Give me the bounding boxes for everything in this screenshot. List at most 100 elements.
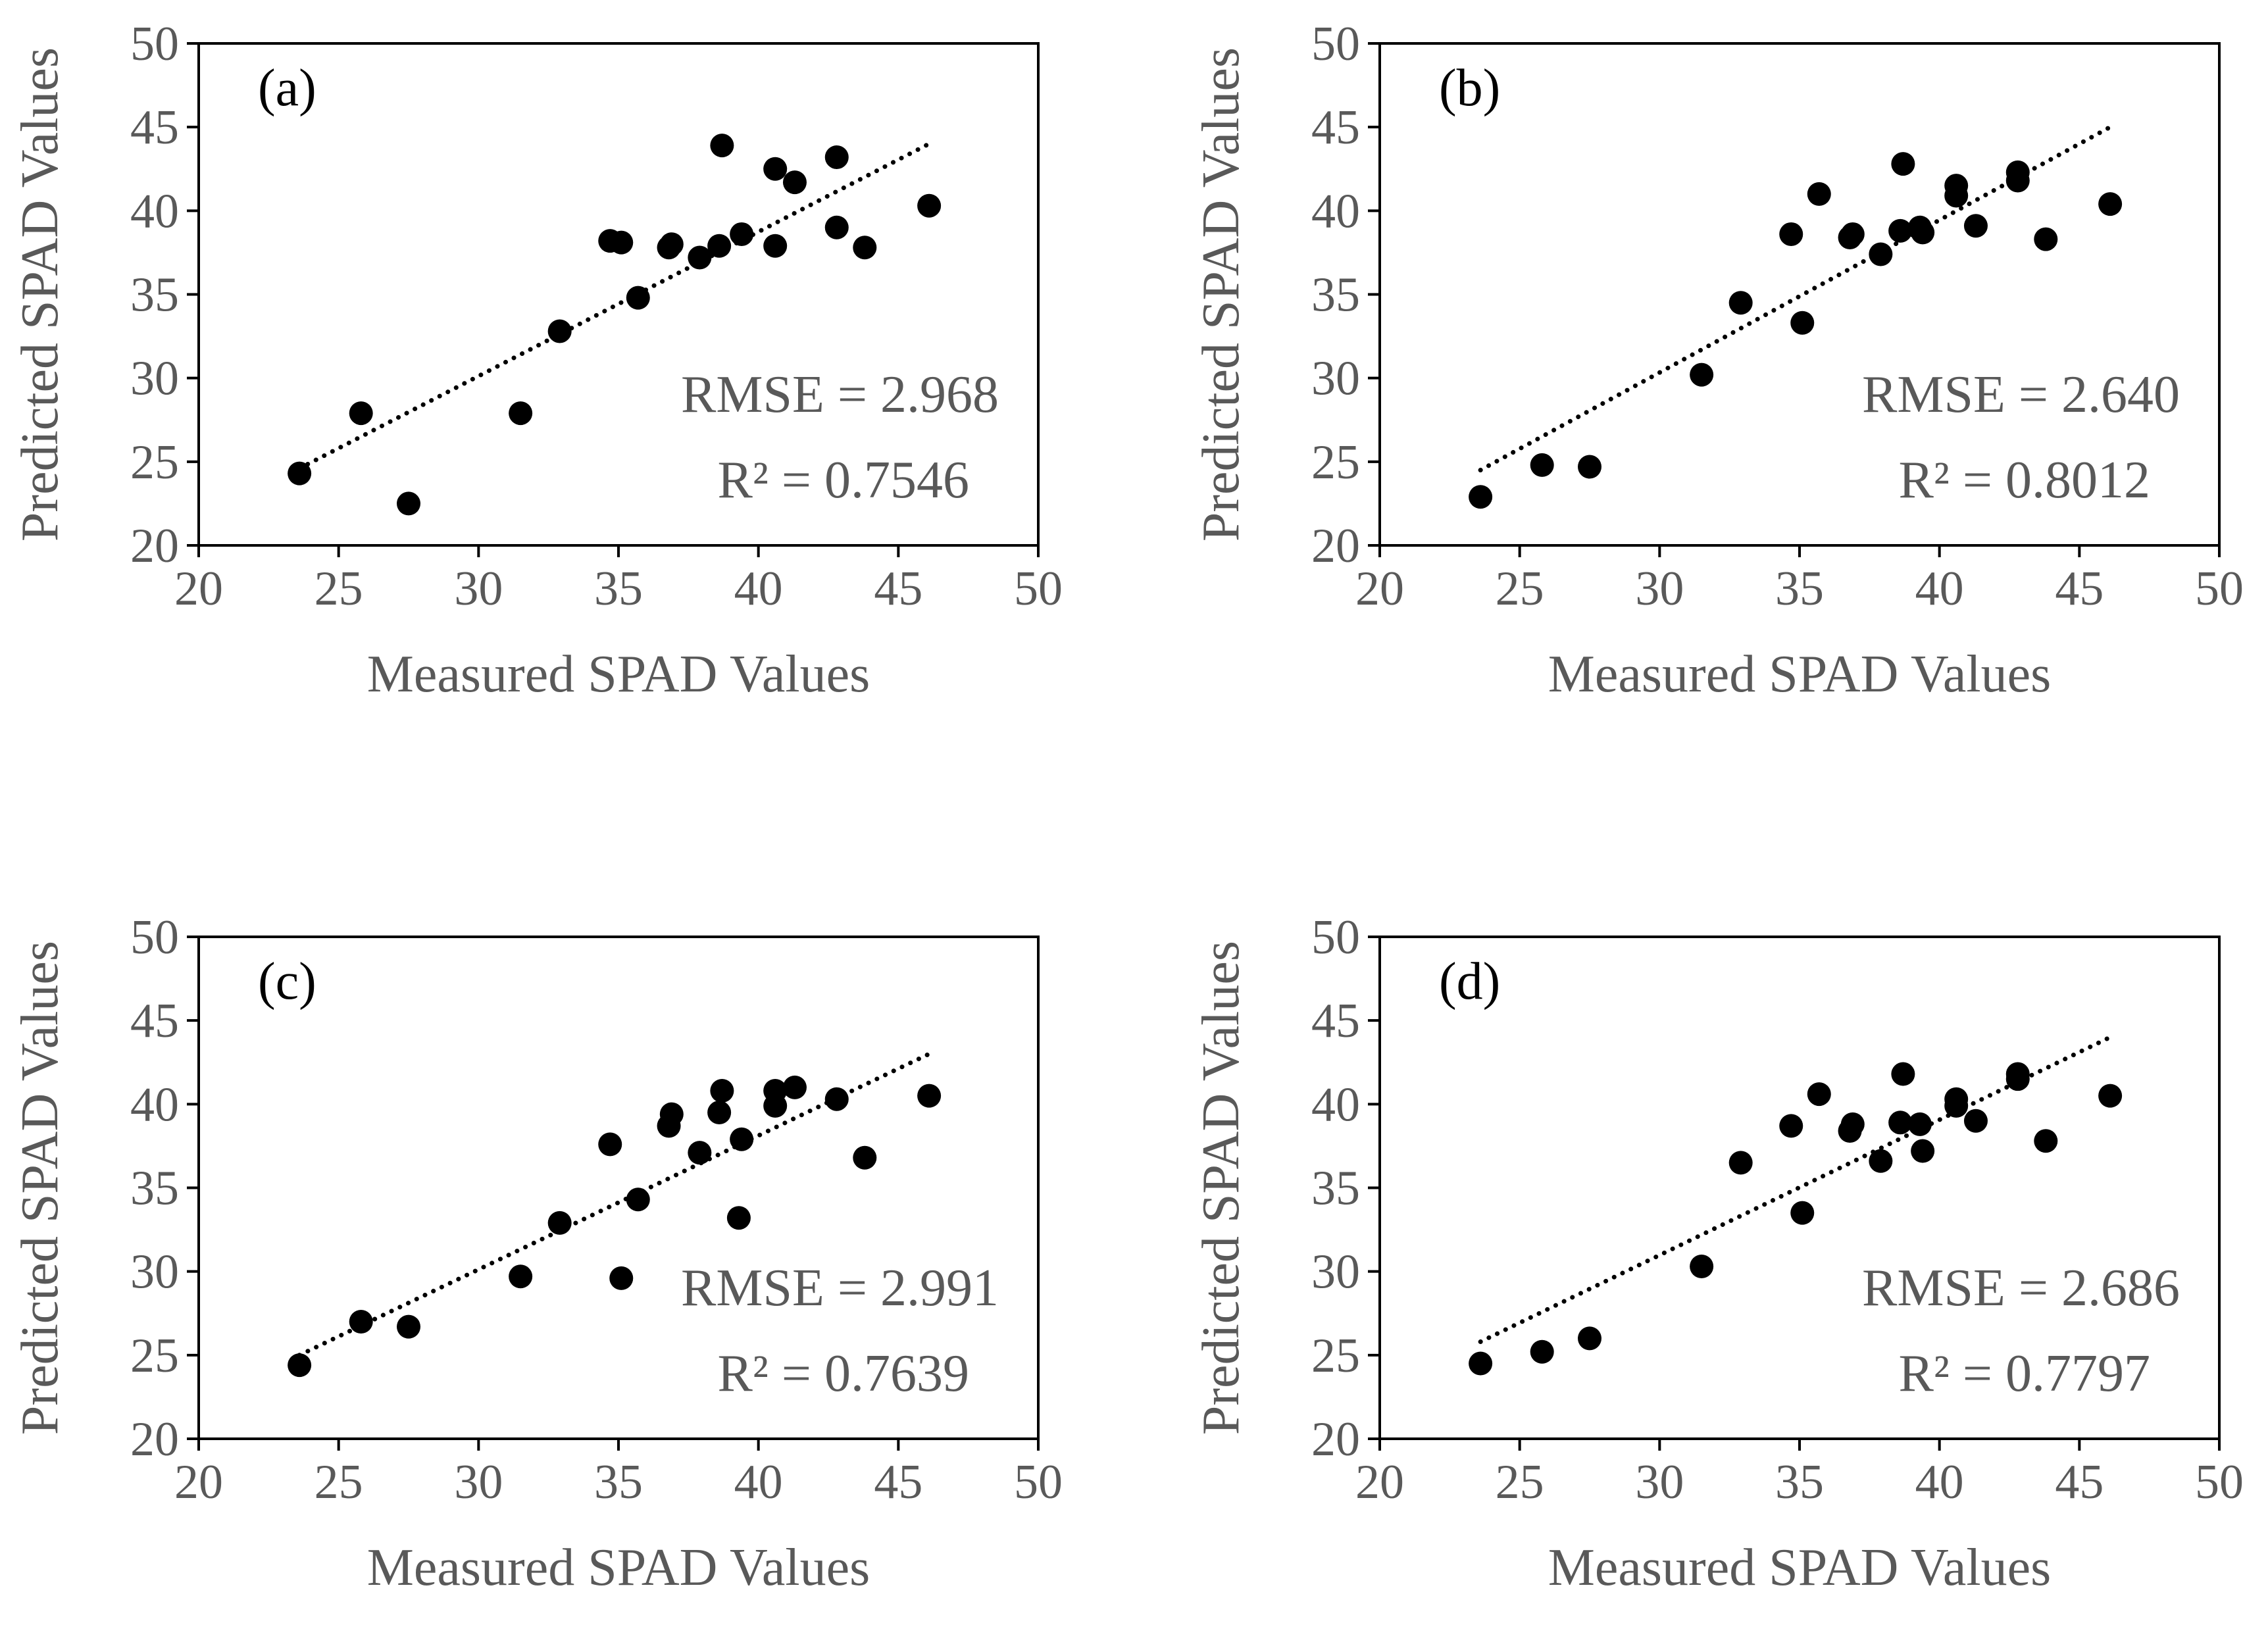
data-point — [1888, 1111, 1913, 1135]
y-tick-label: 30 — [130, 352, 179, 406]
x-tick-label: 35 — [594, 1455, 643, 1509]
x-tick-label: 35 — [1775, 562, 1824, 616]
data-point — [710, 134, 734, 158]
x-tick-label: 20 — [1355, 562, 1404, 616]
data-point — [917, 1084, 942, 1108]
y-tick-label: 45 — [130, 994, 179, 1048]
x-tick-label: 50 — [1014, 1455, 1063, 1509]
data-point — [1469, 485, 1493, 509]
data-point — [2098, 192, 2123, 216]
y-tick-label: 20 — [130, 1412, 179, 1466]
x-tick-label: 30 — [454, 1455, 503, 1509]
data-point — [2034, 1129, 2058, 1153]
y-tick-label: 40 — [130, 1078, 179, 1132]
data-point — [710, 1078, 734, 1103]
data-point — [1807, 182, 1831, 206]
y-tick-label: 40 — [1311, 1078, 1360, 1132]
x-tick-label: 35 — [1775, 1455, 1824, 1509]
data-point — [853, 1145, 877, 1170]
data-point — [626, 286, 650, 310]
data-point — [1840, 1112, 1865, 1136]
x-tick-label: 40 — [734, 562, 783, 616]
data-point — [1907, 1112, 1932, 1136]
data-point — [1790, 1201, 1815, 1225]
data-point — [1790, 311, 1815, 335]
x-tick-label: 40 — [1915, 562, 1964, 616]
y-axis-title: Predicted SPAD Values — [11, 941, 69, 1435]
data-point — [1728, 1151, 1753, 1175]
data-point — [397, 491, 420, 516]
data-point — [509, 401, 533, 426]
x-axis-title: Measured SPAD Values — [1548, 1539, 2051, 1597]
x-tick-label: 20 — [1355, 1455, 1404, 1509]
data-point — [659, 1102, 684, 1126]
x-tick-label: 45 — [874, 562, 922, 616]
data-point — [917, 193, 942, 218]
data-point — [1911, 220, 1935, 245]
data-point — [1578, 455, 1601, 479]
y-tick-label: 20 — [1311, 1412, 1360, 1466]
data-point — [1779, 222, 1803, 246]
data-point — [1530, 1339, 1554, 1364]
rmse-label: RMSE = 2.640 — [1862, 366, 2180, 424]
data-point — [349, 1309, 373, 1334]
data-point — [707, 1101, 732, 1125]
r2-label: R² = 0.7797 — [1899, 1345, 2150, 1403]
x-axis-title: Measured SPAD Values — [1548, 645, 2051, 703]
y-tick-label: 45 — [1311, 994, 1360, 1048]
y-axis-title: Predicted SPAD Values — [11, 47, 69, 541]
data-point — [1911, 1139, 1935, 1163]
data-point — [1690, 1255, 1714, 1279]
data-point — [1891, 152, 1915, 176]
data-point — [824, 1087, 849, 1111]
data-point — [763, 157, 788, 181]
data-point — [397, 1314, 420, 1339]
x-tick-label: 25 — [315, 1455, 363, 1509]
y-axis-title: Predicted SPAD Values — [1192, 941, 1250, 1435]
chart-panel-4: 20 25 30 35 40 45 50 20 25 30 35 40 45 50 Measured SPA… — [1192, 911, 2244, 1597]
x-tick-label: 25 — [1496, 562, 1544, 616]
data-point — [288, 461, 312, 486]
chart-panel-3: 20 25 30 35 40 45 50 20 25 30 35 40 45 50 Measured SPA… — [11, 911, 1063, 1597]
data-point — [1891, 1062, 1915, 1086]
data-point — [1807, 1082, 1831, 1107]
chart-panel-2: 20 25 30 35 40 45 50 20 25 30 35 40 45 50 Measured SPA… — [1192, 17, 2244, 703]
data-point — [288, 1353, 312, 1378]
data-point — [1963, 214, 1988, 238]
data-point — [1469, 1351, 1493, 1376]
y-tick-label: 30 — [1311, 352, 1360, 406]
data-point — [853, 236, 877, 260]
data-point — [626, 1187, 650, 1212]
x-axis-title: Measured SPAD Values — [367, 1539, 870, 1597]
trendline — [1478, 1035, 2113, 1344]
r2-label: R² = 0.8012 — [1899, 451, 2150, 509]
y-tick-label: 20 — [1311, 519, 1360, 573]
y-tick-label: 35 — [1311, 1162, 1360, 1216]
data-point — [782, 170, 807, 195]
data-point — [1869, 242, 1893, 266]
y-tick-label: 20 — [130, 519, 179, 573]
y-tick-label: 50 — [1311, 17, 1360, 71]
data-point — [1840, 222, 1865, 246]
data-point — [349, 401, 373, 426]
y-axis-title: Predicted SPAD Values — [1192, 47, 1250, 541]
panel-label: (a) — [258, 59, 316, 117]
x-tick-label: 30 — [1635, 562, 1684, 616]
data-point — [1944, 184, 1969, 208]
y-tick-label: 35 — [130, 1162, 179, 1216]
data-point — [1779, 1114, 1803, 1138]
rmse-label: RMSE = 2.991 — [681, 1259, 999, 1317]
data-point — [1944, 1087, 1969, 1111]
y-tick-label: 45 — [130, 101, 179, 155]
data-point — [824, 145, 849, 169]
data-point — [547, 319, 572, 343]
x-tick-label: 40 — [1915, 1455, 1964, 1509]
data-point — [2005, 168, 2030, 193]
x-tick-label: 30 — [454, 562, 503, 616]
panel-label: (b) — [1439, 59, 1500, 117]
data-point — [1888, 218, 1913, 243]
data-point — [547, 1211, 572, 1235]
y-tick-label: 25 — [1311, 436, 1360, 489]
data-point — [1530, 453, 1554, 477]
rmse-label: RMSE = 2.968 — [681, 366, 999, 424]
